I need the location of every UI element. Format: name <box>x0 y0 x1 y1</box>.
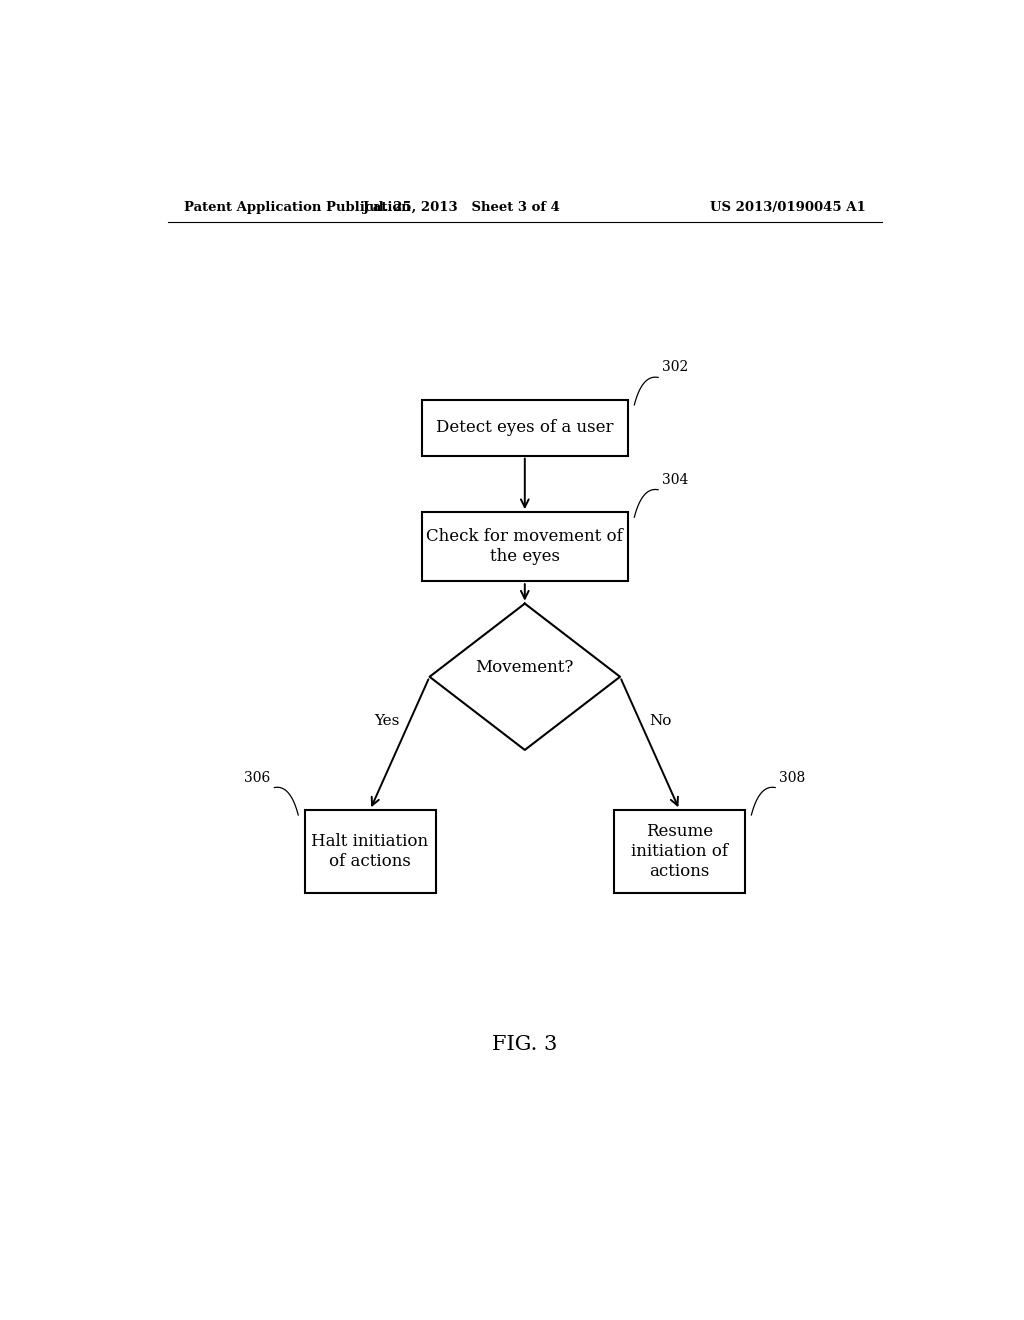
Text: FIG. 3: FIG. 3 <box>493 1035 557 1055</box>
Text: 304: 304 <box>663 473 688 487</box>
Text: Check for movement of
the eyes: Check for movement of the eyes <box>426 528 624 565</box>
Text: 306: 306 <box>244 771 270 784</box>
Text: No: No <box>649 714 672 729</box>
Text: 308: 308 <box>779 771 806 784</box>
Text: Resume
initiation of
actions: Resume initiation of actions <box>631 824 728 879</box>
Text: Patent Application Publication: Patent Application Publication <box>183 201 411 214</box>
Text: 302: 302 <box>663 360 688 375</box>
Text: Detect eyes of a user: Detect eyes of a user <box>436 420 613 436</box>
Bar <box>422 512 628 581</box>
Text: Jul. 25, 2013   Sheet 3 of 4: Jul. 25, 2013 Sheet 3 of 4 <box>362 201 560 214</box>
Text: Movement?: Movement? <box>475 660 574 676</box>
Bar <box>422 400 628 455</box>
Text: US 2013/0190045 A1: US 2013/0190045 A1 <box>711 201 866 214</box>
Text: Yes: Yes <box>374 714 399 729</box>
Bar <box>304 810 435 894</box>
Bar <box>614 810 745 894</box>
Text: Halt initiation
of actions: Halt initiation of actions <box>311 833 429 870</box>
